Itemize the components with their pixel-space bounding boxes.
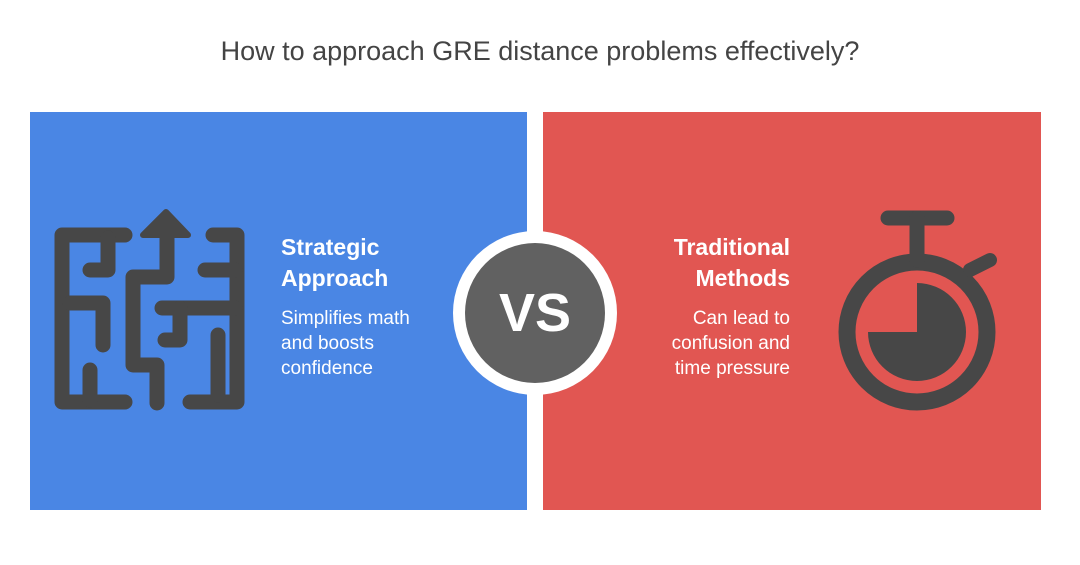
vs-badge: VS	[453, 231, 617, 395]
left-heading: Strategic Approach	[281, 232, 388, 294]
vs-label: VS	[465, 243, 605, 383]
right-desc-line3: time pressure	[674, 358, 790, 379]
right-desc-line2: confusion and	[671, 333, 790, 354]
right-desc-line1: Can lead to	[692, 308, 790, 329]
left-desc-line1: Simplifies math	[281, 308, 410, 329]
page-title: How to approach GRE distance problems ef…	[220, 36, 860, 66]
right-description: Can lead to confusion and time pressure	[672, 306, 790, 381]
left-heading-line1: Strategic	[281, 234, 380, 260]
right-heading-line2: Methods	[695, 265, 790, 291]
left-heading-line2: Approach	[281, 265, 389, 291]
left-description: Simplifies math and boosts confidence	[281, 306, 410, 381]
right-heading-line1: Traditional	[673, 234, 790, 260]
strategic-approach-panel	[30, 112, 527, 510]
right-heading: Traditional Methods	[674, 232, 790, 294]
left-desc-line2: and boosts	[281, 333, 374, 354]
left-desc-line3: confidence	[281, 358, 373, 379]
maze-icon	[54, 209, 245, 411]
stopwatch-icon	[838, 210, 997, 411]
